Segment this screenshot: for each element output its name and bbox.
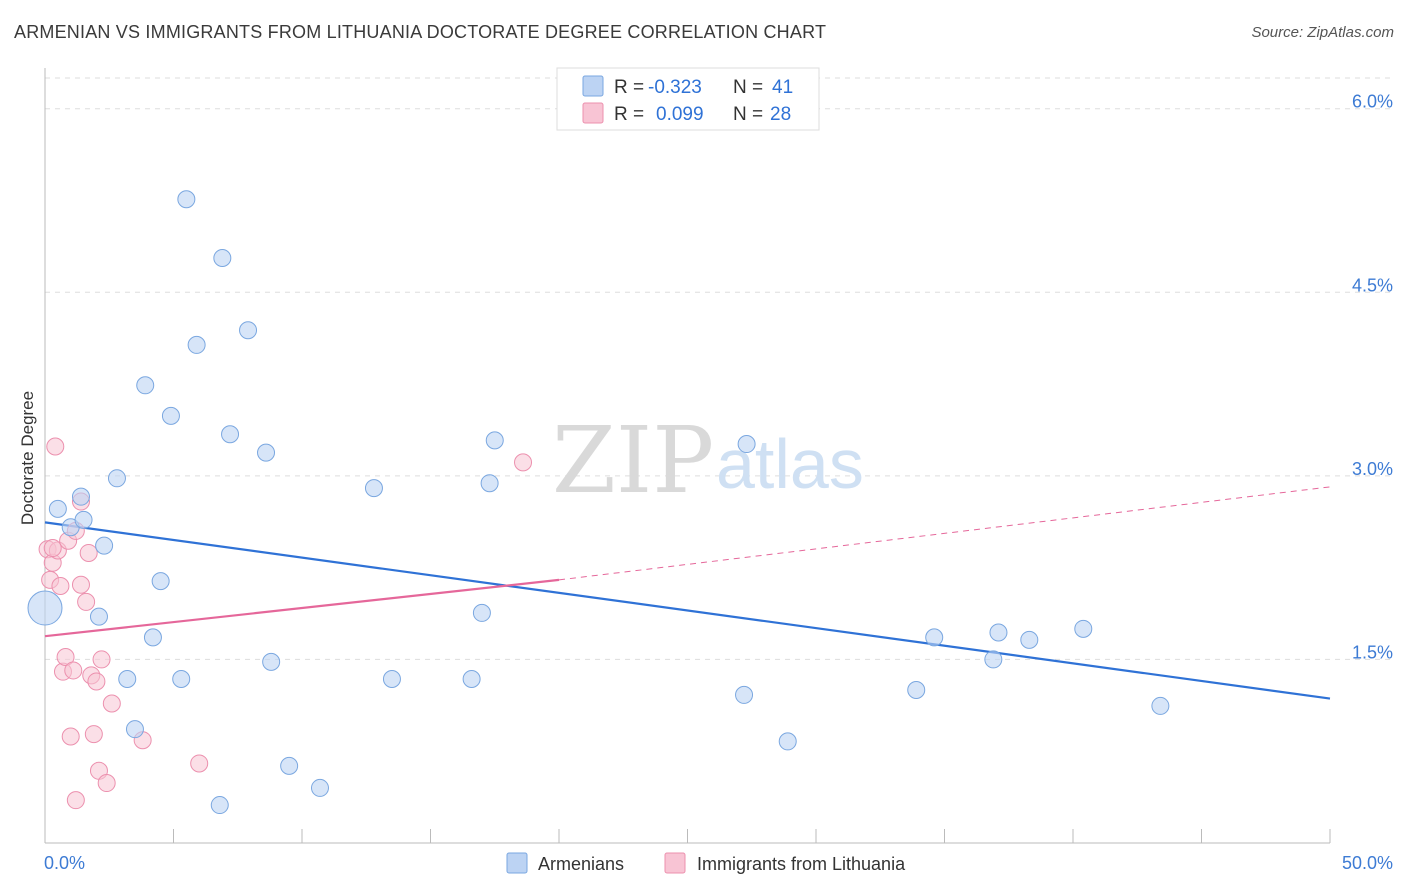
y-tick-label: 4.5% (1352, 275, 1393, 295)
legend-n-value: 41 (772, 77, 793, 98)
point-lithuania (66, 791, 85, 810)
point-armenians (462, 670, 481, 689)
point-armenians (472, 603, 491, 622)
point-armenians (907, 681, 926, 700)
legend: R = -0.323 N = 41 R = 0.099 N = 28 (556, 67, 820, 131)
point-armenians (280, 756, 299, 775)
point-armenians (485, 431, 504, 450)
tick-labels: 1.5% 3.0% 4.5% 6.0% 0.0% 50.0% (44, 92, 1393, 873)
point-lithuania (46, 437, 65, 456)
legend-swatch-lithuania (582, 102, 604, 124)
point-armenians (71, 487, 90, 506)
point-lithuania (51, 577, 70, 595)
y-axis-label: Doctorate Degree (18, 391, 37, 525)
legend-swatch-lithuania (664, 852, 686, 874)
y-tick-label: 6.0% (1352, 92, 1393, 112)
point-armenians (310, 778, 329, 797)
trend-line-armenians (44, 521, 1331, 700)
point-armenians (151, 572, 170, 591)
legend-r-value: -0.323 (648, 77, 702, 98)
point-lithuania (79, 543, 98, 562)
gridlines (45, 77, 1392, 660)
point-lithuania (97, 774, 116, 793)
data-points (27, 190, 1170, 815)
watermark: ZIP atlas (552, 407, 864, 514)
watermark-zip: ZIP (552, 407, 714, 514)
point-armenians (161, 406, 180, 425)
point-armenians (221, 425, 240, 444)
legend-r-label: R = (614, 104, 644, 125)
legend-n-label: N = (733, 104, 763, 125)
point-lithuania (56, 647, 75, 666)
point-lithuania (92, 650, 111, 669)
point-armenians (210, 796, 229, 815)
point-lithuania (84, 725, 103, 744)
point-armenians (95, 536, 114, 555)
point-armenians (257, 443, 276, 462)
point-lithuania (43, 539, 62, 558)
legend-swatch-armenians (582, 75, 604, 97)
legend-r-value: 0.099 (656, 104, 704, 125)
point-armenians (364, 479, 383, 498)
point-lithuania (77, 592, 96, 611)
point-armenians (172, 670, 191, 689)
point-armenians (125, 720, 144, 739)
point-armenians (925, 628, 944, 647)
chart-title: ARMENIAN VS IMMIGRANTS FROM LITHUANIA DO… (14, 22, 827, 42)
point-lithuania (87, 672, 106, 691)
point-armenians (480, 474, 499, 493)
y-tick-label: 3.0% (1352, 459, 1393, 479)
watermark-atlas: atlas (716, 425, 864, 503)
point-armenians (1074, 619, 1093, 638)
point-armenians (1020, 630, 1039, 649)
legend-r-label: R = (614, 77, 644, 98)
legend-series-armenians: Armenians (538, 854, 624, 874)
point-lithuania (71, 575, 90, 594)
point-armenians (48, 499, 67, 518)
point-armenians (118, 670, 137, 689)
x-tick-label: 0.0% (44, 853, 85, 873)
point-armenians (239, 321, 258, 340)
point-armenians (74, 510, 93, 529)
point-armenians (735, 685, 754, 704)
point-armenians (213, 249, 232, 268)
x-tick-label: 50.0% (1342, 853, 1393, 873)
point-lithuania (64, 661, 83, 680)
point-armenians (27, 590, 63, 626)
point-armenians (187, 335, 206, 354)
series-legend: Armenians Immigrants from Lithuania (506, 852, 906, 874)
trend-lines (44, 486, 1331, 700)
point-armenians (89, 607, 108, 626)
point-armenians (143, 628, 162, 647)
legend-n-label: N = (733, 77, 763, 98)
point-armenians (737, 435, 756, 454)
point-lithuania (61, 727, 80, 746)
point-armenians (989, 623, 1008, 642)
legend-n-value: 28 (770, 104, 791, 125)
legend-series-lithuania: Immigrants from Lithuania (697, 854, 906, 874)
point-armenians (262, 652, 281, 671)
point-armenians (382, 670, 401, 689)
trend-line-lithuania-extension (558, 486, 1331, 581)
point-armenians (136, 376, 155, 395)
point-armenians (177, 190, 196, 209)
axes (44, 68, 1331, 844)
legend-swatch-armenians (506, 852, 528, 874)
point-armenians (778, 732, 797, 751)
point-lithuania (190, 754, 209, 773)
point-armenians (107, 469, 126, 488)
point-lithuania (514, 453, 533, 472)
point-armenians (984, 650, 1003, 669)
point-armenians (1151, 696, 1170, 715)
source-label: Source: ZipAtlas.com (1251, 24, 1394, 41)
point-lithuania (102, 694, 121, 713)
trend-line-lithuania (44, 578, 560, 638)
y-tick-label: 1.5% (1352, 642, 1393, 662)
